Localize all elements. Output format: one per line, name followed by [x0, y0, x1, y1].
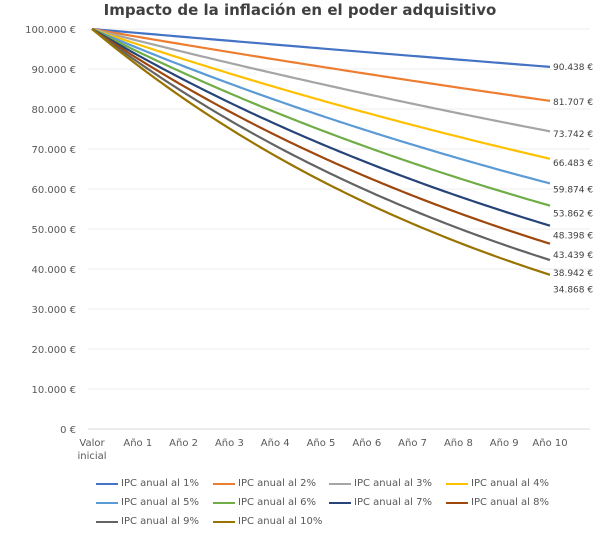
end-value-label: 66.483 €	[553, 159, 593, 169]
x-tick-label: Año 8	[444, 438, 473, 449]
legend-label: IPC anual al 3%	[354, 478, 432, 489]
end-value-label: 38.942 €	[553, 269, 593, 279]
end-value-label: 43.439 €	[553, 251, 593, 261]
legend-swatch	[446, 482, 468, 485]
x-tick-label: Año 2	[169, 438, 198, 449]
legend-swatch	[213, 482, 235, 485]
series-line-10	[91, 28, 551, 276]
end-value-label: 34.868 €	[553, 286, 593, 296]
legend-label: IPC anual al 10%	[238, 516, 323, 527]
end-value-label: 48.398 €	[553, 231, 593, 241]
legend-swatch	[96, 501, 118, 504]
legend-item: IPC anual al 6%	[213, 497, 316, 508]
y-tick-label: 20.000 €	[31, 345, 76, 356]
y-tick-label: 0 €	[60, 425, 76, 436]
chart-title: Impacto de la inflación en el poder adqu…	[103, 1, 497, 19]
y-tick-label: 90.000 €	[31, 65, 76, 76]
x-tick-label: Año 10	[532, 438, 567, 449]
y-tick-label: 100.000 €	[25, 25, 76, 36]
y-tick-label: 30.000 €	[31, 305, 76, 316]
series-line-6	[91, 28, 551, 207]
legend-swatch	[329, 501, 351, 504]
end-value-label: 81.707 €	[553, 98, 593, 108]
legend-swatch	[213, 520, 235, 523]
legend-label: IPC anual al 9%	[121, 516, 199, 527]
y-axis-ticks: 0 € 10.000 € 20.000 € 30.000 € 40.000 € 50.00…	[25, 25, 76, 436]
legend-label: IPC anual al 7%	[354, 497, 432, 508]
series-line-4	[91, 27, 551, 160]
series-line-9	[91, 28, 551, 262]
x-tick-label: Año 3	[215, 438, 244, 449]
x-tick-label: Año 9	[490, 438, 519, 449]
end-value-label: 59.874 €	[553, 186, 593, 196]
series-line-7	[91, 28, 551, 227]
series-line-2	[91, 27, 551, 102]
legend-item: IPC anual al 10%	[213, 516, 322, 527]
x-tick-label: Año 6	[352, 438, 381, 449]
series-line-8	[91, 28, 551, 245]
legend-label: IPC anual al 8%	[471, 497, 549, 508]
legend-label: IPC anual al 4%	[471, 478, 549, 489]
legend-label: IPC anual al 1%	[121, 478, 199, 489]
legend-item: IPC anual al 9%	[96, 516, 199, 527]
series-line-5	[91, 27, 551, 185]
legend-label: IPC anual al 5%	[121, 497, 199, 508]
y-tick-label: 60.000 €	[31, 185, 76, 196]
legend-swatch	[329, 482, 351, 485]
legend-label: IPC anual al 2%	[238, 478, 316, 489]
y-tick-label: 80.000 €	[31, 105, 76, 116]
legend-item: IPC anual al 5%	[96, 497, 199, 508]
legend-swatch	[213, 501, 235, 504]
legend-swatch	[446, 501, 468, 504]
x-tick-label: Año 5	[307, 438, 336, 449]
legend-item: IPC anual al 8%	[446, 497, 549, 508]
x-axis-ticks: Valor inicial Año 1 Año 2 Año 3 Año 4 Año 5 Año…	[77, 438, 567, 462]
legend-item: IPC anual al 7%	[329, 497, 432, 508]
x-tick-label: Año 7	[398, 438, 427, 449]
legend-swatch	[96, 482, 118, 485]
legend-item: IPC anual al 4%	[446, 478, 549, 489]
y-tick-label: 50.000 €	[31, 225, 76, 236]
y-tick-label: 10.000 €	[31, 385, 76, 396]
end-value-label: 73.742 €	[553, 130, 593, 140]
legend-item: IPC anual al 1%	[96, 478, 199, 489]
end-value-labels: 90.438 € 81.707 € 73.742 € 66.483 € 59.874 €…	[553, 63, 593, 295]
x-tick-label: Año 4	[261, 438, 290, 449]
x-tick-label: Valor inicial	[77, 438, 106, 462]
legend-item: IPC anual al 3%	[329, 478, 432, 489]
series-line-1	[91, 27, 551, 68]
legend-swatch	[96, 520, 118, 523]
series-lines	[91, 27, 551, 276]
end-value-label: 53.862 €	[553, 210, 593, 220]
y-tick-label: 70.000 €	[31, 145, 76, 156]
legend-item: IPC anual al 2%	[213, 478, 316, 489]
end-value-label: 90.438 €	[553, 63, 593, 73]
x-tick-label: Año 1	[123, 438, 152, 449]
series-line-3	[91, 27, 551, 133]
legend-label: IPC anual al 6%	[238, 497, 316, 508]
y-tick-label: 40.000 €	[31, 265, 76, 276]
